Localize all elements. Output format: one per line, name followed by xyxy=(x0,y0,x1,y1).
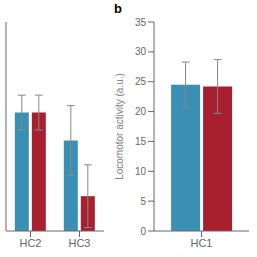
svg-text:35: 35 xyxy=(135,17,147,28)
svg-text:Locomotor activity (a.u.): Locomotor activity (a.u.) xyxy=(114,73,125,180)
svg-text:HC3: HC3 xyxy=(68,237,90,249)
svg-text:20: 20 xyxy=(135,106,147,117)
svg-text:15: 15 xyxy=(135,136,147,147)
svg-text:30: 30 xyxy=(135,46,147,57)
html-text:b: b xyxy=(114,1,122,16)
svg-text:HC1: HC1 xyxy=(190,237,212,249)
svg-text:25: 25 xyxy=(135,76,147,87)
svg-text:10: 10 xyxy=(135,166,147,177)
svg-text:HC2: HC2 xyxy=(19,237,41,249)
svg-text:5: 5 xyxy=(140,196,146,207)
svg-text:0: 0 xyxy=(140,226,146,237)
